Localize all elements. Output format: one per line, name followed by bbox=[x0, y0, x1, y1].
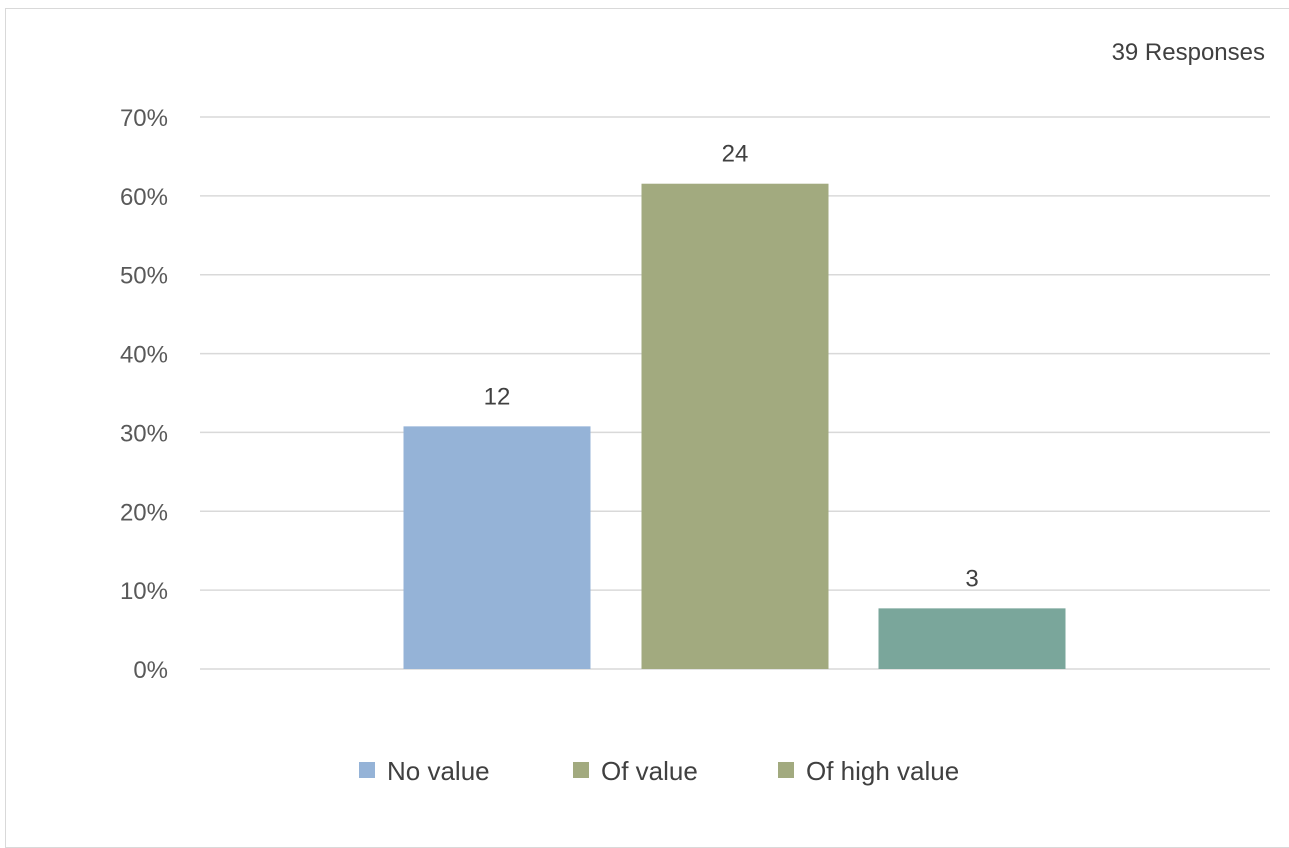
y-tick-label: 60% bbox=[120, 184, 168, 211]
y-tick-label: 40% bbox=[120, 342, 168, 369]
data-label: 24 bbox=[722, 141, 749, 168]
y-tick-label: 50% bbox=[120, 263, 168, 290]
legend-swatch bbox=[573, 762, 589, 778]
bar bbox=[641, 183, 829, 670]
y-tick-label: 0% bbox=[133, 657, 168, 684]
data-label: 3 bbox=[965, 565, 978, 592]
legend-entry: Of high value bbox=[778, 756, 959, 786]
legend-label: Of value bbox=[601, 756, 698, 786]
bar bbox=[403, 426, 591, 669]
legend-label: Of high value bbox=[806, 756, 959, 786]
y-tick-label: 20% bbox=[120, 499, 168, 526]
y-tick-label: 10% bbox=[120, 578, 168, 605]
legend-entry: No value bbox=[359, 756, 490, 786]
data-labels: 12 24 3 bbox=[484, 141, 979, 593]
legend-label: No value bbox=[387, 756, 490, 786]
y-tick-label: 30% bbox=[120, 420, 168, 447]
responses-annotation: 39 Responses bbox=[1112, 39, 1265, 66]
legend: No value Of value Of high value bbox=[359, 756, 959, 786]
bar bbox=[878, 608, 1066, 669]
y-axis-tick-labels: 0% 10% 20% 30% 40% 50% 60% 70% bbox=[120, 105, 168, 684]
bars bbox=[403, 183, 1066, 670]
legend-entry: Of value bbox=[573, 756, 698, 786]
y-tick-label: 70% bbox=[120, 105, 168, 132]
legend-swatch bbox=[778, 762, 794, 778]
data-label: 12 bbox=[484, 383, 511, 410]
legend-swatch bbox=[359, 762, 375, 778]
